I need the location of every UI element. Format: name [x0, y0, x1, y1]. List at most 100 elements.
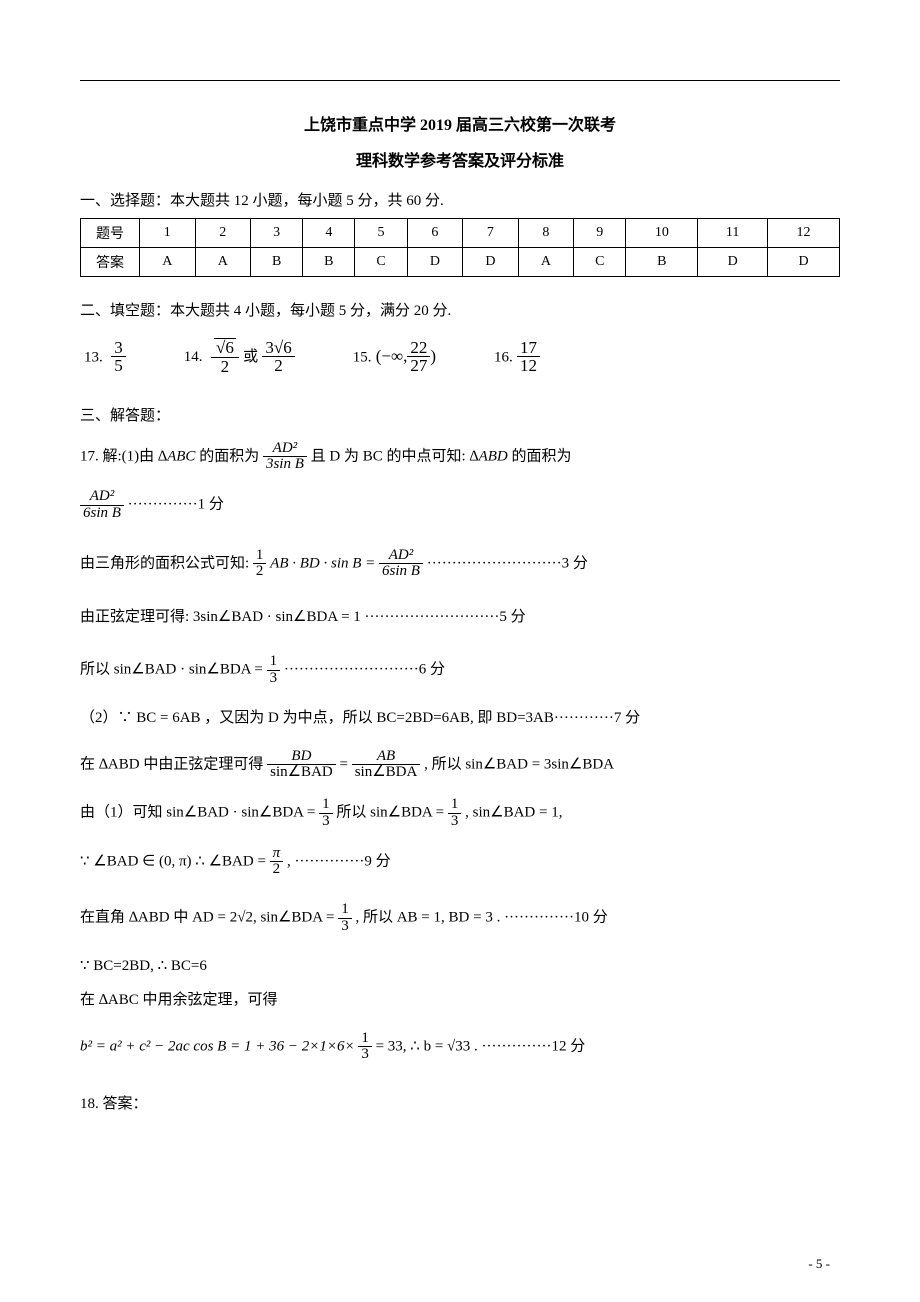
- numerator: 1: [253, 548, 267, 565]
- q17-line1: 17. 解:(1)由 ∆ABC 的面积为 AD² 3sin B 且 D 为 BC…: [80, 441, 840, 474]
- cell: A: [195, 248, 251, 277]
- denominator: 3: [267, 671, 281, 687]
- table-row: 答案 A A B B C D D A C B D D: [81, 248, 840, 277]
- cell: C: [574, 248, 626, 277]
- numerator: 3: [111, 339, 126, 358]
- denominator: 2: [270, 862, 284, 878]
- cell: B: [626, 248, 698, 277]
- numerator: AB: [352, 749, 421, 766]
- denominator: 2: [211, 358, 239, 376]
- text: , 所以 sin∠BAD = 3sin∠BDA: [424, 756, 614, 772]
- text: 且 D 为 BC 的中点可知: ∆: [311, 448, 479, 464]
- denominator: 3: [338, 919, 352, 935]
- q-label: 14.: [184, 349, 203, 365]
- q-label: 16.: [494, 349, 513, 365]
- q17-line7: 由（1）可知 sin∠BAD · sin∠BDA = 1 3 所以 sin∠BD…: [80, 797, 840, 830]
- fraction: BD sin∠BAD: [267, 749, 336, 782]
- text: , ··············9 分: [287, 853, 391, 869]
- denominator: 2: [253, 564, 267, 580]
- fraction: 17 12: [517, 339, 540, 376]
- math: AB · BD · sin B =: [270, 555, 379, 571]
- q17-line2: 由三角形的面积公式可知: 1 2 AB · BD · sin B = AD² 6…: [80, 548, 840, 581]
- q17-line1b: AD² 6sin B ··············1 分: [80, 489, 840, 522]
- cell: 3: [251, 219, 303, 248]
- fraction: √6 2: [211, 338, 239, 376]
- text: 的面积为: [195, 448, 263, 464]
- text: ··············1 分: [128, 497, 224, 513]
- fraction: AD² 3sin B: [263, 441, 307, 474]
- text: 在直角 ∆ABD 中 AD = 2√2, sin∠BDA =: [80, 910, 338, 926]
- answers-table: 题号 1 2 3 4 5 6 7 8 9 10 11 12 答案 A A B B…: [80, 218, 840, 277]
- denominator: 3: [448, 814, 462, 830]
- fraction: AD² 6sin B: [379, 548, 423, 581]
- q17-line6: 在 ∆ABD 中由正弦定理可得 BD sin∠BAD = AB sin∠BDA …: [80, 749, 840, 782]
- cell: D: [768, 248, 840, 277]
- q15: 15. (−∞, 22 27 ): [353, 339, 436, 376]
- numerator: 1: [319, 797, 333, 814]
- fraction: 3 5: [111, 339, 126, 376]
- fill-row: 13. 3 5 14. √6 2 或 3√6 2 15. (−∞, 22 27 …: [84, 338, 840, 376]
- numerator: π: [270, 846, 284, 863]
- cell: 1: [140, 219, 196, 248]
- numerator: 17: [517, 339, 540, 358]
- page-number: - 5 -: [808, 1256, 830, 1272]
- cell: 2: [195, 219, 251, 248]
- row-label: 题号: [81, 219, 140, 248]
- fraction: 1 3: [338, 902, 352, 935]
- cell: A: [518, 248, 574, 277]
- denominator: 27: [407, 357, 430, 375]
- numerator: √6: [211, 338, 239, 358]
- top-rule: [80, 80, 840, 81]
- cell: 9: [574, 219, 626, 248]
- math: ABC: [167, 448, 195, 464]
- q17-line11: 在 ∆ABC 中用余弦定理，可得: [80, 985, 840, 1015]
- cell: 6: [407, 219, 463, 248]
- cell: B: [251, 248, 303, 277]
- q17-line3: 由正弦定理可得: 3sin∠BAD · sin∠BDA = 1 ········…: [80, 602, 840, 632]
- denominator: 3: [319, 814, 333, 830]
- doc-title-1: 上饶市重点中学 2019 届高三六校第一次联考: [80, 111, 840, 135]
- fraction: 1 3: [358, 1031, 372, 1064]
- q17-line4: 所以 sin∠BAD · sin∠BDA = 1 3 ·············…: [80, 654, 840, 687]
- text: 由（1）可知 sin∠BAD · sin∠BDA =: [80, 805, 319, 821]
- fraction: 3√6 2: [262, 339, 294, 376]
- cell: 10: [626, 219, 698, 248]
- cell: 7: [463, 219, 519, 248]
- text: ···························6 分: [284, 662, 445, 678]
- cell: B: [303, 248, 355, 277]
- fraction: 1 3: [448, 797, 462, 830]
- row-label: 答案: [81, 248, 140, 277]
- text: b² = a² + c² − 2ac cos B = 1 + 36 − 2×1×…: [80, 1038, 358, 1054]
- q-label: 13.: [84, 349, 103, 365]
- q-label: 15.: [353, 349, 372, 365]
- cell: 4: [303, 219, 355, 248]
- numerator: 1: [267, 654, 281, 671]
- denominator: 3sin B: [263, 457, 307, 473]
- cell: 11: [698, 219, 768, 248]
- cell: D: [407, 248, 463, 277]
- cell: 8: [518, 219, 574, 248]
- numerator: AD²: [263, 441, 307, 458]
- q17-line8: ∵ ∠BAD ∈ (0, π) ∴ ∠BAD = π 2 , ·········…: [80, 846, 840, 879]
- table-row: 题号 1 2 3 4 5 6 7 8 9 10 11 12: [81, 219, 840, 248]
- text: , 所以 AB = 1, BD = 3 . ··············10 分: [355, 910, 607, 926]
- fraction: AD² 6sin B: [80, 489, 124, 522]
- numerator: 1: [338, 902, 352, 919]
- cell: A: [140, 248, 196, 277]
- fraction: 1 3: [267, 654, 281, 687]
- text: , sin∠BAD = 1,: [465, 805, 562, 821]
- eq: =: [339, 756, 351, 772]
- q17-line12: b² = a² + c² − 2ac cos B = 1 + 36 − 2×1×…: [80, 1031, 840, 1064]
- denominator: 5: [111, 357, 126, 375]
- denominator: sin∠BAD: [267, 765, 336, 781]
- cell: D: [463, 248, 519, 277]
- math: ABD: [479, 448, 508, 464]
- q17-line5: （2）∵ BC = 6AB ，又因为 D 为中点，所以 BC=2BD=6AB, …: [80, 703, 840, 733]
- text: 的面积为: [508, 448, 572, 464]
- text: 17. 解:(1)由 ∆: [80, 448, 167, 464]
- text: 在 ∆ABD 中由正弦定理可得: [80, 756, 267, 772]
- numerator: 1: [448, 797, 462, 814]
- denominator: 2: [262, 357, 294, 375]
- fraction: π 2: [270, 846, 284, 879]
- denominator: sin∠BDA: [352, 765, 421, 781]
